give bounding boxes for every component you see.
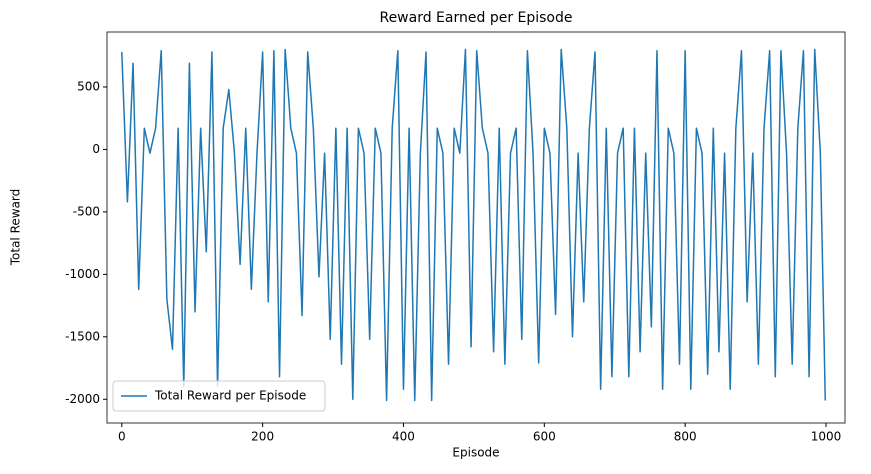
x-tick-label: 600: [533, 430, 556, 444]
y-axis-label: Total Reward: [9, 189, 23, 267]
y-tick-label: -1500: [65, 329, 100, 343]
chart-title: Reward Earned per Episode: [379, 10, 572, 26]
data-line: [121, 48, 827, 402]
y-tick-label: 0: [92, 142, 100, 156]
x-tick-label: 200: [251, 430, 274, 444]
x-tick-label: 400: [392, 430, 415, 444]
y-tick-label: 500: [77, 79, 100, 93]
y-tick-label: -2000: [65, 392, 100, 406]
x-axis-label: Episode: [452, 446, 499, 460]
legend-box: [112, 380, 326, 412]
x-tick-label: 0: [118, 430, 126, 444]
y-tick-label: -1000: [65, 267, 100, 281]
x-tick-label: 1000: [811, 430, 842, 444]
y-tick-label: -500: [73, 204, 100, 218]
x-tick-label: 800: [674, 430, 697, 444]
legend-label: Total Reward per Episode: [154, 389, 306, 403]
plot-frame: [106, 31, 846, 424]
